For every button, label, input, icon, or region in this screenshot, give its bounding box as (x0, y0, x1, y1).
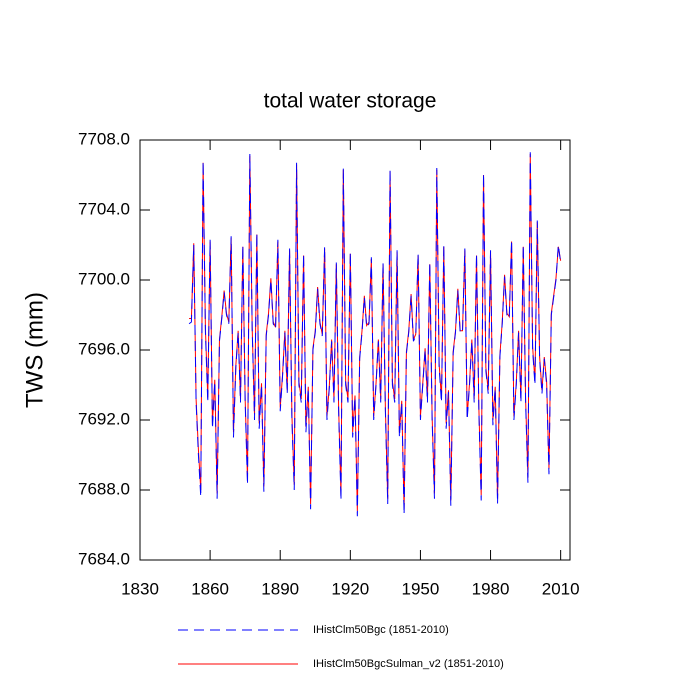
series-line (189, 153, 562, 512)
x-tick-label: 1980 (472, 579, 510, 598)
legend-label: IHistClm50Bgc (1851-2010) (313, 624, 449, 636)
y-tick-label: 7696.0 (78, 339, 130, 358)
x-tick-label: 1860 (191, 579, 229, 598)
x-tick-label: 1830 (121, 579, 159, 598)
x-tick-label: 1920 (331, 579, 369, 598)
y-tick-label: 7708.0 (78, 129, 130, 148)
series-line (188, 152, 562, 517)
y-axis-label: TWS (mm) (21, 292, 48, 408)
x-tick-label: 2010 (542, 579, 580, 598)
y-tick-label: 7704.0 (78, 199, 130, 218)
x-tick-label: 1950 (402, 579, 440, 598)
legend-label: IHistClm50BgcSulman_v2 (1851-2010) (313, 658, 504, 670)
x-tick-label: 1890 (261, 579, 299, 598)
y-tick-label: 7688.0 (78, 479, 130, 498)
y-tick-label: 7692.0 (78, 409, 130, 428)
chart-title: total water storage (264, 90, 437, 113)
y-tick-label: 7700.0 (78, 269, 130, 288)
y-tick-label: 7684.0 (78, 549, 130, 568)
plot-frame (139, 139, 571, 561)
